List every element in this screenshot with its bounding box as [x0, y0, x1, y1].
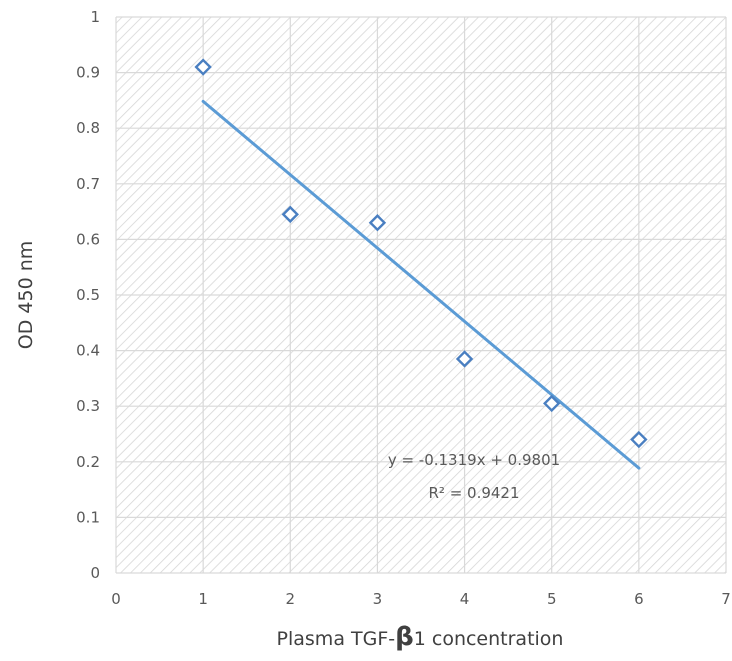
trendline	[201, 99, 641, 470]
gridlines	[115, 16, 727, 574]
x-axis-title-suffix: 1 concentration	[414, 628, 564, 650]
data-point	[368, 214, 387, 232]
data-point	[455, 350, 474, 368]
x-tick-label: 3	[373, 590, 383, 608]
x-axis-title-prefix: Plasma TGF-	[277, 628, 396, 650]
y-tick-label: 0.9	[76, 64, 100, 82]
x-tick-label: 7	[721, 590, 731, 608]
y-tick-label: 0.6	[76, 230, 100, 248]
y-axis-title: OD 450 nm	[15, 241, 37, 349]
data-points	[194, 58, 648, 449]
y-tick-label: 0	[90, 564, 100, 582]
y-tick-label: 0.7	[76, 175, 100, 193]
data-point	[630, 430, 648, 449]
data-point	[281, 205, 299, 224]
y-tick-label: 0.4	[76, 342, 100, 360]
x-tick-label: 1	[198, 590, 208, 608]
x-axis-title-beta: β	[395, 622, 414, 652]
x-tick-label: 0	[111, 590, 121, 608]
x-tick-label: 4	[460, 590, 470, 608]
x-axis-ticks: 0 1 2 3 4 5 6 7	[111, 590, 731, 608]
trendline-r-squared: R² = 0.9421	[428, 484, 519, 502]
y-tick-label: 0.5	[76, 286, 100, 304]
y-tick-label: 1	[90, 8, 100, 26]
x-tick-label: 5	[547, 590, 557, 608]
y-tick-label: 0.1	[76, 508, 100, 526]
x-axis-title: Plasma TGF-β1 concentration	[277, 622, 564, 652]
trendline-equation: y = -0.1319x + 0.9801	[388, 451, 560, 469]
y-tick-label: 0.2	[76, 453, 100, 471]
x-tick-label: 2	[286, 590, 296, 608]
y-tick-label: 0.3	[76, 397, 100, 415]
trendline-group	[201, 99, 641, 470]
x-tick-label: 6	[634, 590, 644, 608]
data-point	[194, 58, 212, 76]
y-tick-label: 0.8	[76, 119, 100, 137]
data-point	[543, 394, 561, 413]
y-axis-ticks: 0 0.1 0.2 0.3 0.4 0.5 0.6 0.7 0.8 0.9 1	[76, 8, 100, 582]
